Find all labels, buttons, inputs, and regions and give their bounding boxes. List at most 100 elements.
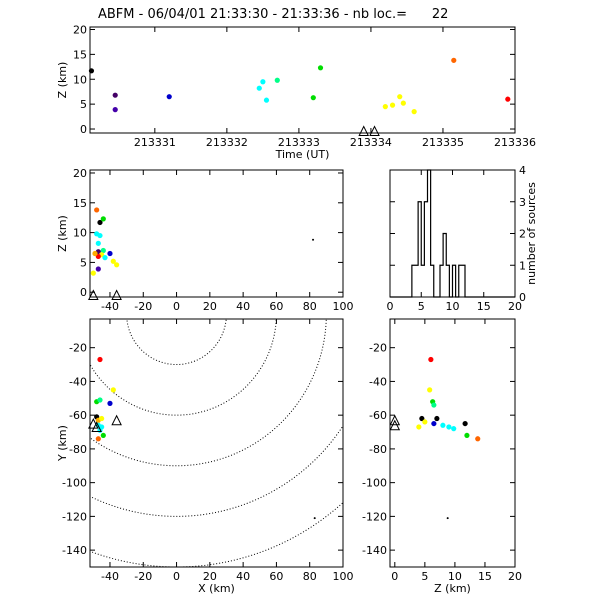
plan-view-point-3	[97, 397, 103, 403]
plan-station-2	[111, 414, 122, 426]
x-height-point-12	[102, 255, 108, 261]
z-y-point-14	[475, 436, 481, 442]
plan-view-point-12	[95, 436, 101, 442]
plan-view-xtick-label: 0	[173, 570, 180, 583]
time-height-station-0	[358, 125, 370, 136]
plan-view-xtick-label: 60	[269, 570, 283, 583]
x-height-ylabel: Z (km)	[56, 215, 69, 252]
x-height-point-10	[95, 253, 101, 260]
x-height-station-1	[111, 289, 122, 300]
time-height-point-1	[112, 92, 118, 98]
z-y-point-8	[431, 420, 437, 427]
plan-view-point-1	[110, 387, 116, 393]
histogram-xtick-label: 20	[508, 300, 522, 313]
z-y-point-11	[451, 426, 457, 432]
range-ring-0	[126, 319, 227, 366]
time-height-point-6	[263, 97, 270, 103]
z-y-point-7	[416, 424, 422, 430]
x-height-xtick-label: 60	[269, 300, 283, 313]
time-height-point-2	[112, 107, 118, 113]
x-height-point-13	[110, 258, 116, 264]
plan-view-xtick-label: 20	[203, 570, 217, 583]
x-height-xtick-label: 20	[203, 300, 217, 313]
z-y-point-9	[440, 422, 446, 428]
z-y-xtick-label: 0	[391, 570, 398, 583]
z-y-point-4	[419, 415, 425, 422]
plan-view-point-11	[100, 432, 106, 439]
z-y-point-10	[446, 424, 452, 430]
x-height-xtick-label: 80	[303, 300, 317, 313]
z-y-ytick-label: -40	[369, 375, 387, 388]
plan-view-point-13	[313, 517, 316, 520]
plan-view-frame	[89, 318, 344, 568]
plan-view-ytick-label: -60	[69, 409, 87, 422]
z-y-point-5	[434, 415, 440, 422]
time-height-xtick-label: 213332	[206, 136, 248, 149]
x-height-point-16	[90, 270, 96, 276]
x-height-point-7	[107, 250, 113, 257]
time-height-point-8	[310, 95, 316, 101]
time-height-point-3	[166, 94, 172, 100]
zy-station-1	[389, 419, 401, 431]
plan-view-point-7	[99, 415, 105, 422]
range-ring-1	[90, 319, 277, 416]
x-height-xtick-label: 0	[173, 300, 180, 313]
histogram-ytick-label: 2	[519, 228, 526, 241]
time-height-xtick-label: 213335	[422, 136, 464, 149]
x-height-ytick-label: 0	[80, 286, 87, 299]
time-height-point-12	[397, 94, 403, 100]
time-height-ytick-label: 15	[73, 48, 87, 61]
x-height-point-1	[97, 219, 103, 226]
plan-view-xlabel: X (km)	[198, 582, 235, 595]
plan-station-1	[91, 421, 102, 432]
x-height-point-0	[94, 207, 100, 213]
x-height-xtick-label: 100	[333, 300, 354, 313]
histogram-ytick-label: 0	[519, 291, 526, 304]
time-height-point-5	[260, 79, 266, 85]
z-y-xtick-label: 5	[421, 570, 428, 583]
histogram-xtick-label: 15	[477, 300, 491, 313]
x-height-point-2	[100, 216, 106, 222]
x-height-point-5	[95, 240, 101, 246]
z-y-xtick-label: 10	[448, 570, 462, 583]
x-height-xtick-label: 40	[236, 300, 250, 313]
time-height-xlabel: Time (UT)	[275, 148, 330, 161]
z-y-xtick-label: 15	[478, 570, 492, 583]
z-y-point-0	[428, 356, 434, 363]
histogram-xtick-label: 0	[387, 300, 394, 313]
z-y-ytick-label: -140	[362, 544, 387, 557]
x-height-point-6	[100, 247, 106, 254]
plan-view-xtick-label: -20	[134, 570, 152, 583]
time-height-point-10	[382, 104, 388, 110]
x-height-xtick-label: -20	[134, 300, 152, 313]
z-y-xtick-label: 20	[508, 570, 522, 583]
plan-view-xtick-label: 80	[303, 570, 317, 583]
x-height-ytick-label: 5	[80, 256, 87, 269]
plan-view-xtick-label: 100	[333, 570, 354, 583]
time-height-point-16	[505, 96, 511, 102]
histogram-steps	[390, 169, 515, 298]
plan-view-ylabel: Y (km)	[56, 425, 69, 462]
x-height-ytick-label: 20	[73, 167, 87, 180]
z-y-point-1	[427, 387, 433, 393]
histogram-xtick-label: 5	[418, 300, 425, 313]
histogram-ytick-label: 3	[519, 196, 526, 209]
time-height-xtick-label: 213333	[278, 136, 320, 149]
time-height-ytick-label: 10	[73, 73, 87, 86]
plan-view-point-0	[97, 356, 103, 363]
x-height-ytick-label: 10	[73, 227, 87, 240]
plan-view-ytick-label: -140	[62, 544, 87, 557]
time-height-ytick-label: 0	[80, 123, 87, 136]
x-height-point-14	[114, 262, 120, 268]
zy-station-0	[389, 414, 401, 426]
chart-title: ABFM - 06/04/01 21:33:30 - 21:33:36 - nb…	[98, 7, 448, 22]
plan-view-ytick-label: -80	[69, 443, 87, 456]
z-y-ytick-label: -80	[369, 443, 387, 456]
plan-view-point-4	[107, 400, 113, 406]
z-y-point-3	[431, 402, 437, 408]
x-height-ytick-label: 15	[73, 197, 87, 210]
time-height-ytick-label: 20	[73, 23, 87, 36]
histogram-ylabel: number of sources	[525, 182, 538, 285]
x-height-xtick-label: -40	[101, 300, 119, 313]
